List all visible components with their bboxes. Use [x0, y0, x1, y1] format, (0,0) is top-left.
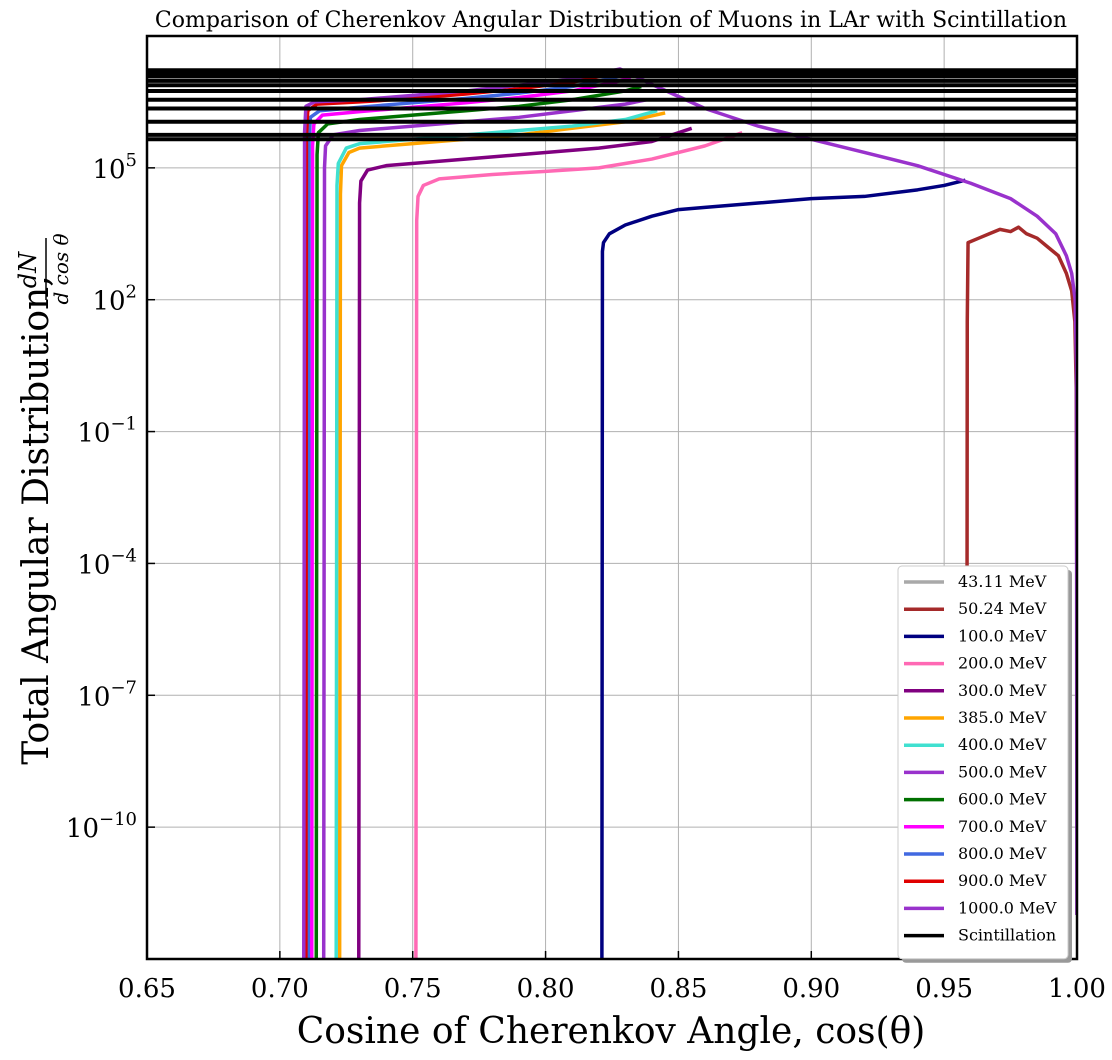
legend-entry: Scintillation: [958, 926, 1056, 945]
y-tick-label: 10−1: [77, 414, 137, 449]
y-tick-label: 10−10: [66, 809, 137, 844]
legend-entry: 100.0 MeV: [958, 626, 1047, 645]
legend: 43.11 MeV 50.24 MeV 100.0 MeV 200.0 MeV 300.…: [897, 565, 1072, 963]
plot-area: 0.65 0.70 0.75 0.80 0.85 0.90 0.95 1.00 105 102 10…: [66, 34, 1106, 1004]
scintillation-lines: [147, 68, 1077, 142]
legend-entry: 400.0 MeV: [958, 735, 1047, 754]
series-line-100-0-mev: [600, 178, 966, 959]
series-line-385-0-mev: [337, 111, 666, 959]
y-tick-label: 10−4: [77, 545, 137, 580]
legend-entry: 50.24 MeV: [958, 599, 1047, 618]
legend-entry: 300.0 MeV: [958, 681, 1047, 700]
series-layer: [147, 67, 1077, 959]
legend-entry: 900.0 MeV: [958, 871, 1047, 890]
x-tick-label: 0.85: [649, 974, 707, 1004]
legend-entry: 600.0 MeV: [958, 790, 1047, 809]
y-tick-label: 105: [92, 150, 137, 185]
x-tick-label: 0.80: [517, 974, 575, 1004]
series-line-600-0-mev: [314, 84, 642, 959]
x-tick-label: 0.70: [251, 974, 309, 1004]
y-axis-label-text: Total Angular Distribution,: [16, 275, 57, 764]
series-line-900-0-mev: [304, 69, 624, 959]
x-tick-label: 0.95: [915, 974, 973, 1004]
series-line-300-0-mev: [357, 126, 693, 959]
y-tick-label: 102: [92, 282, 137, 317]
legend-entry: 200.0 MeV: [958, 654, 1047, 673]
series-line-500-0-mev: [321, 98, 647, 959]
legend-entry: 800.0 MeV: [958, 844, 1047, 863]
x-tick-label: 0.65: [118, 974, 176, 1004]
series-line-400-0-mev: [334, 109, 658, 959]
x-tick-label: 0.90: [782, 974, 840, 1004]
y-axis-label: Total Angular Distribution, dN d cos θ: [14, 233, 73, 764]
legend-entry: 500.0 MeV: [958, 762, 1047, 781]
legend-entry: 1000.0 MeV: [958, 898, 1057, 917]
y-axis-label-denominator: d cos θ: [49, 233, 73, 304]
plot-frame: [145, 34, 1079, 961]
series-line-200-0-mev: [414, 131, 743, 959]
series-line-50-24-mev: [964, 225, 1077, 959]
legend-entry: 43.11 MeV: [958, 572, 1047, 591]
legend-entry: 700.0 MeV: [958, 817, 1047, 836]
x-tick-label: 1.00: [1048, 974, 1106, 1004]
y-axis-label-numerator: dN: [14, 251, 42, 288]
legend-entry: 385.0 MeV: [958, 708, 1047, 727]
chart-title: Comparison of Cherenkov Angular Distribu…: [155, 8, 1067, 33]
x-tick-label: 0.75: [384, 974, 442, 1004]
x-axis-label: Cosine of Cherenkov Angle, cos(θ): [297, 1011, 926, 1052]
series-line-800-0-mev: [306, 72, 626, 959]
y-tick-label: 10−7: [77, 677, 137, 712]
